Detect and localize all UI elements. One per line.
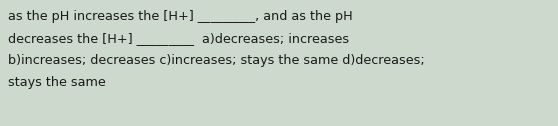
- Text: stays the same: stays the same: [8, 76, 106, 89]
- Text: b)increases; decreases c)increases; stays the same d)decreases;: b)increases; decreases c)increases; stay…: [8, 54, 425, 67]
- Text: decreases the [H+] _________  a)decreases; increases: decreases the [H+] _________ a)decreases…: [8, 32, 349, 45]
- Text: as the pH increases the [H+] _________, and as the pH: as the pH increases the [H+] _________, …: [8, 10, 353, 23]
